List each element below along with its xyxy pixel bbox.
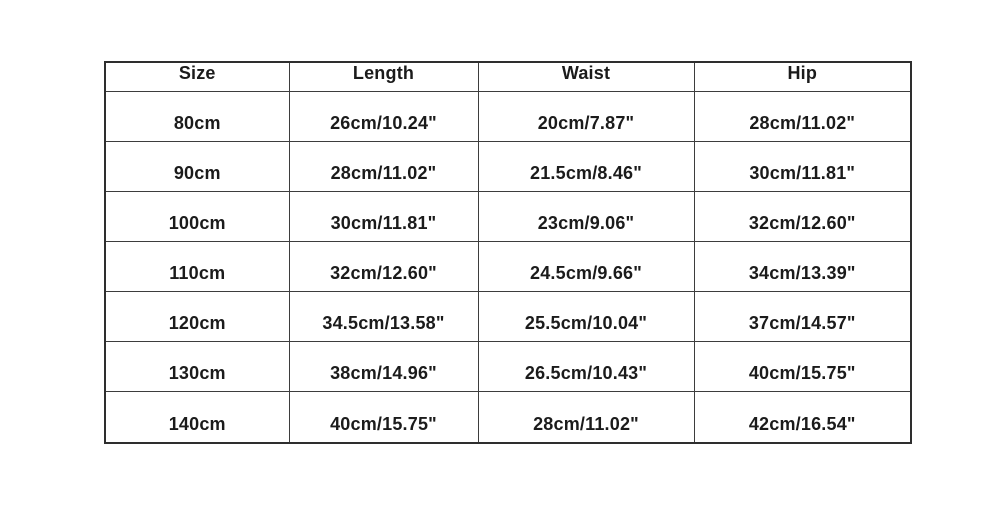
table-cell-waist: 24.5cm/9.66" (477, 241, 695, 293)
table-cell-length: 38cm/14.96" (288, 341, 479, 393)
table-cell-length: 40cm/15.75" (288, 391, 479, 444)
table-row: 100cm 30cm/11.81" 23cm/9.06" 32cm/12.60" (104, 191, 912, 243)
column-header-waist: Waist (477, 61, 695, 92)
table-row: 120cm 34.5cm/13.58" 25.5cm/10.04" 37cm/1… (104, 291, 912, 343)
table-cell-size: 80cm (104, 90, 290, 143)
table-cell-length: 34.5cm/13.58" (288, 291, 479, 343)
column-header-size: Size (104, 61, 290, 92)
table-cell-length: 28cm/11.02" (288, 141, 479, 193)
table-row: 130cm 38cm/14.96" 26.5cm/10.43" 40cm/15.… (104, 341, 912, 393)
table-cell-size: 110cm (104, 241, 290, 293)
table-cell-waist: 23cm/9.06" (477, 191, 695, 243)
table-row: 80cm 26cm/10.24" 20cm/7.87" 28cm/11.02" (104, 90, 912, 143)
table-cell-hip: 42cm/16.54" (693, 391, 912, 444)
table-cell-length: 26cm/10.24" (288, 90, 479, 143)
table-cell-size: 140cm (104, 391, 290, 444)
size-chart-table: Size Length Waist Hip 80cm 26cm/10.24" 2… (104, 61, 912, 444)
table-cell-hip: 28cm/11.02" (693, 90, 912, 143)
table-cell-length: 32cm/12.60" (288, 241, 479, 293)
table-row: 110cm 32cm/12.60" 24.5cm/9.66" 34cm/13.3… (104, 241, 912, 293)
table-cell-waist: 20cm/7.87" (477, 90, 695, 143)
table-cell-hip: 40cm/15.75" (693, 341, 912, 393)
table-cell-hip: 30cm/11.81" (693, 141, 912, 193)
table-cell-waist: 28cm/11.02" (477, 391, 695, 444)
table-cell-hip: 34cm/13.39" (693, 241, 912, 293)
table-cell-length: 30cm/11.81" (288, 191, 479, 243)
table-cell-waist: 21.5cm/8.46" (477, 141, 695, 193)
table-cell-size: 120cm (104, 291, 290, 343)
table-cell-hip: 32cm/12.60" (693, 191, 912, 243)
header-row: Size Length Waist Hip (104, 61, 912, 92)
table-row: 140cm 40cm/15.75" 28cm/11.02" 42cm/16.54… (104, 391, 912, 444)
table-cell-hip: 37cm/14.57" (693, 291, 912, 343)
table-cell-size: 90cm (104, 141, 290, 193)
table-cell-waist: 26.5cm/10.43" (477, 341, 695, 393)
table-cell-waist: 25.5cm/10.04" (477, 291, 695, 343)
column-header-hip: Hip (693, 61, 912, 92)
column-header-length: Length (288, 61, 479, 92)
table-cell-size: 130cm (104, 341, 290, 393)
table-cell-size: 100cm (104, 191, 290, 243)
table-row: 90cm 28cm/11.02" 21.5cm/8.46" 30cm/11.81… (104, 141, 912, 193)
